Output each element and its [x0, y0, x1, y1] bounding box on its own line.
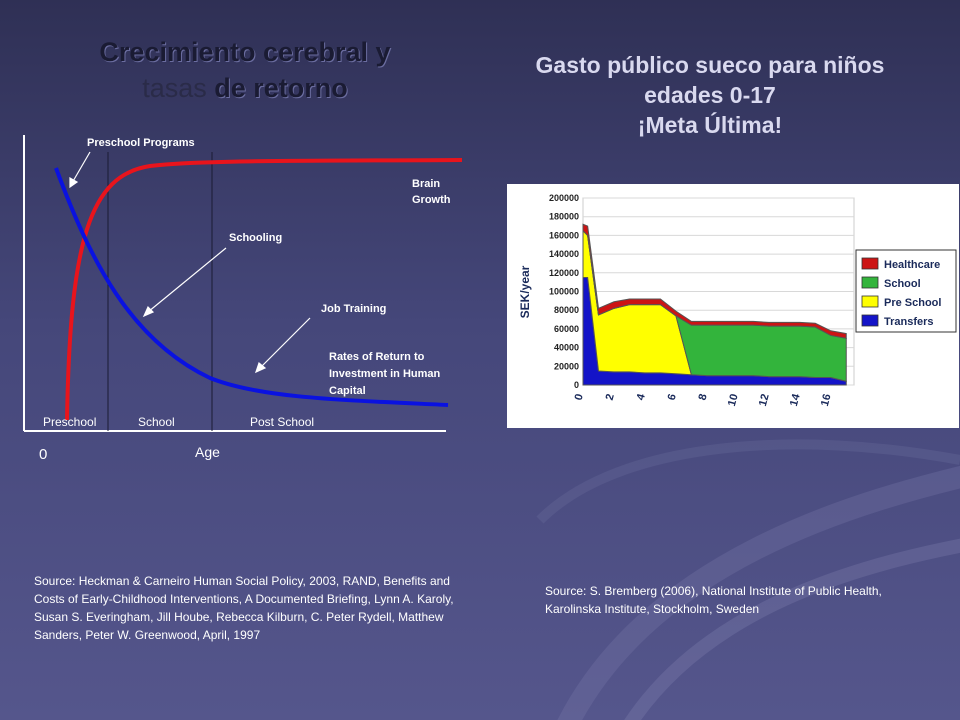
x-tick-label: 0	[573, 393, 586, 402]
legend-label-pre-school: Pre School	[884, 297, 941, 309]
series-healthcare-area	[582, 223, 847, 339]
x-tick-label: 14	[788, 392, 803, 408]
legend-swatch-school	[861, 276, 879, 289]
series-brain-growth-line	[65, 158, 463, 421]
x-tick-label: 16	[819, 393, 834, 408]
annotation-rates-2: Investment in Human	[329, 368, 441, 380]
annotation-schooling: Schooling	[229, 232, 282, 244]
y-tick-label: 160000	[549, 230, 579, 240]
y-tick-label: 200000	[549, 193, 579, 203]
left-source-text: Source: Heckman & Carneiro Human Social …	[34, 574, 454, 642]
left-slide-title: Crecimiento cerebral y tasas de retorno	[30, 34, 460, 106]
job-training-arrow	[259, 317, 311, 369]
right-source-text: Source: S. Bremberg (2006), National Ins…	[545, 584, 882, 616]
legend-swatch-healthcare	[861, 257, 879, 270]
annotation-brain-growth-1: Brain	[412, 178, 440, 190]
y-tick-label: 100000	[549, 287, 579, 297]
legend-label-school: School	[884, 278, 921, 290]
right-title-line3: ¡Meta Última!	[637, 112, 783, 138]
y-tick-label: 140000	[549, 249, 579, 259]
x-tick-label: 8	[697, 393, 710, 402]
x-tick-label: 12	[757, 393, 772, 408]
preschool-programs-arrow	[71, 151, 91, 184]
schooling-arrow	[147, 247, 227, 313]
y-tick-label: 180000	[549, 212, 579, 222]
right-title-line2: edades 0-17	[644, 82, 776, 108]
x-tick-label: 10	[726, 393, 741, 408]
legend-label-healthcare: Healthcare	[884, 259, 940, 271]
x-origin-label: 0	[39, 446, 47, 463]
x-tick-label: 2	[604, 393, 617, 402]
stage-label-post-school: Post School	[250, 415, 314, 429]
y-tick-label: 60000	[554, 324, 579, 334]
legend-swatch-pre-school	[861, 295, 879, 308]
y-tick-label: 0	[574, 380, 579, 390]
swedish-spending-chart: 0 20000 40000 60000 80000 100000 120000 140000 1…	[518, 193, 957, 408]
stage-label-preschool: Preschool	[43, 415, 96, 429]
legend-swatch-transfers	[861, 314, 879, 327]
left-title-line2b: de retorno	[214, 73, 348, 103]
series-rate-of-return-line	[54, 167, 449, 407]
x-axis-label: Age	[195, 444, 220, 460]
y-tick-label: 120000	[549, 268, 579, 278]
x-tick-label: 4	[635, 392, 648, 402]
annotation-preschool-programs: Preschool Programs	[87, 137, 195, 149]
right-slide-title: Gasto público sueco para niños edades 0-…	[490, 50, 930, 140]
left-title-line1: Crecimiento cerebral y	[99, 37, 391, 67]
x-tick-label: 6	[666, 393, 679, 402]
annotation-brain-growth-2: Growth	[412, 194, 451, 206]
annotation-rates-3: Capital	[329, 385, 366, 397]
annotation-rates-1: Rates of Return to	[329, 351, 425, 363]
legend-label-transfers: Transfers	[884, 316, 934, 328]
y-tick-label: 20000	[554, 361, 579, 371]
right-title-line1: Gasto público sueco para niños	[535, 52, 885, 78]
y-tick-label: 80000	[554, 305, 579, 315]
stage-label-school: School	[138, 415, 175, 429]
y-tick-label: 40000	[554, 343, 579, 353]
left-title-line2a: tasas	[142, 73, 207, 103]
spending-chart-panel: 0 20000 40000 60000 80000 100000 120000 140000 1…	[507, 184, 959, 428]
annotation-job-training: Job Training	[321, 303, 386, 315]
y-axis-label: SEK/year	[518, 265, 532, 318]
